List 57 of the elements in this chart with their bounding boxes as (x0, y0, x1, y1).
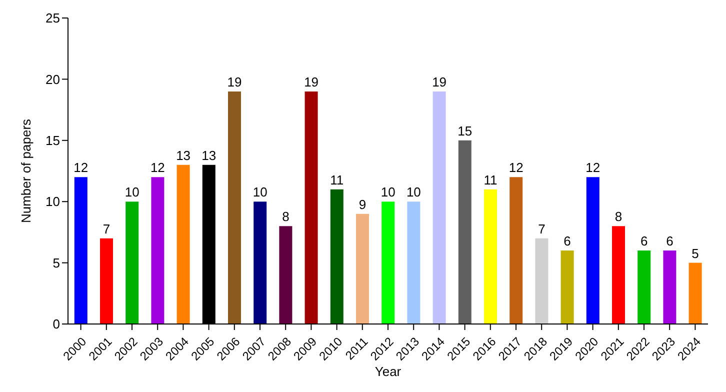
data-label: 8 (282, 209, 290, 224)
data-label: 12 (508, 160, 524, 176)
y-tick-label: 0 (52, 316, 60, 332)
data-label: 15 (458, 123, 472, 138)
data-label: 5 (692, 246, 699, 261)
bar (356, 214, 369, 324)
data-label: 10 (406, 184, 421, 200)
bar (151, 177, 164, 324)
data-label: 19 (304, 74, 319, 90)
bar (432, 91, 446, 324)
data-label: 9 (358, 196, 366, 212)
data-label: 6 (640, 234, 648, 249)
bar (254, 202, 267, 324)
data-label: 11 (484, 172, 498, 188)
bar (688, 262, 702, 324)
data-label: 19 (432, 74, 447, 90)
bar (560, 250, 574, 324)
y-tick-label: 10 (46, 194, 60, 210)
bar (176, 164, 190, 324)
data-label: 12 (150, 160, 165, 176)
bar (279, 226, 292, 324)
bar (612, 226, 625, 324)
data-label: 11 (330, 172, 344, 188)
bar (126, 202, 139, 324)
y-tick-label: 20 (46, 72, 60, 87)
bar (484, 189, 497, 324)
bar (382, 202, 395, 324)
data-label: 8 (614, 209, 622, 224)
bar (586, 177, 600, 324)
data-label: 19 (227, 74, 242, 90)
data-label: 7 (102, 221, 110, 236)
bar (74, 177, 88, 324)
y-tick-label: 25 (46, 10, 60, 26)
bar (458, 140, 472, 324)
bar (663, 250, 676, 324)
bar (407, 202, 420, 324)
bar (304, 91, 318, 324)
data-label: 13 (202, 148, 216, 163)
data-label: 10 (252, 184, 268, 200)
data-label: 10 (380, 184, 396, 200)
x-axis-title: Year (374, 364, 402, 379)
data-label: 13 (176, 148, 191, 163)
y-tick-label: 5 (52, 255, 60, 270)
data-label: 10 (124, 184, 140, 200)
bar (510, 177, 523, 324)
data-label: 12 (586, 160, 600, 176)
y-axis-title: Number of papers (18, 118, 34, 224)
bar (535, 238, 548, 324)
bar (228, 91, 241, 324)
bar (330, 189, 344, 324)
data-label: 12 (74, 160, 88, 176)
bar (100, 238, 113, 324)
data-label: 6 (564, 234, 571, 249)
y-tick-label: 15 (46, 133, 60, 148)
data-label: 7 (538, 221, 546, 236)
bar (638, 250, 651, 324)
data-label: 6 (666, 234, 674, 249)
